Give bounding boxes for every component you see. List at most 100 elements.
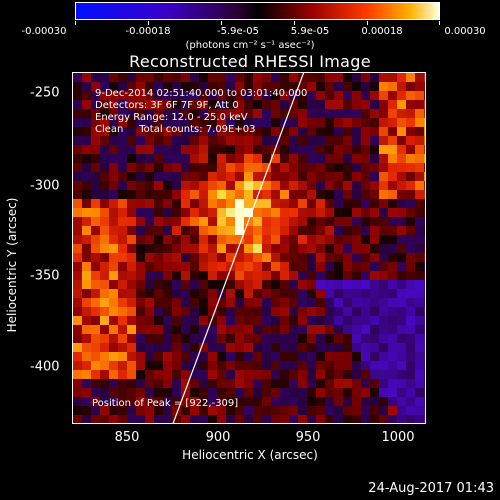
heatmap-cell (145, 415, 154, 423)
heatmap-cell (145, 127, 154, 136)
heatmap-cell (361, 289, 370, 298)
heatmap-cell (109, 397, 118, 406)
heatmap-cell (253, 325, 262, 334)
heatmap-cell (289, 307, 298, 316)
heatmap-cell (73, 262, 82, 271)
heatmap-cell (91, 343, 100, 352)
heatmap-cell (370, 136, 379, 145)
heatmap-cell (280, 136, 289, 145)
heatmap-cell (289, 370, 298, 379)
heatmap-cell (307, 235, 316, 244)
heatmap-cell (82, 334, 91, 343)
heatmap-cell (136, 415, 145, 423)
heatmap-cell (253, 163, 262, 172)
heatmap-cell (244, 100, 253, 109)
heatmap-cell (226, 280, 235, 289)
heatmap-cell (100, 118, 109, 127)
heatmap-cell (208, 163, 217, 172)
heatmap-cell (343, 361, 352, 370)
heatmap-cell (307, 154, 316, 163)
heatmap-cell (352, 235, 361, 244)
heatmap-cell (271, 352, 280, 361)
heatmap-cell (199, 190, 208, 199)
heatmap-cell (127, 154, 136, 163)
heatmap-cell (298, 379, 307, 388)
heatmap-cell (82, 406, 91, 415)
heatmap-cell (73, 172, 82, 181)
colorbar-tick (148, 21, 149, 25)
heatmap-cell (82, 154, 91, 163)
heatmap-cell (298, 388, 307, 397)
heatmap-cell (415, 361, 424, 370)
heatmap-cell (334, 343, 343, 352)
heatmap-cell (217, 298, 226, 307)
heatmap-cell (82, 253, 91, 262)
heatmap-cell (217, 91, 226, 100)
heatmap-cell (100, 325, 109, 334)
heatmap-cell (262, 361, 271, 370)
heatmap-cell (343, 91, 352, 100)
heatmap-cell (190, 271, 199, 280)
heatmap-cell (217, 397, 226, 406)
heatmap-cell (334, 226, 343, 235)
heatmap-cell (388, 163, 397, 172)
heatmap-cell (226, 118, 235, 127)
heatmap-cell (253, 253, 262, 262)
heatmap-cell (406, 253, 415, 262)
heatmap-cell (316, 91, 325, 100)
heatmap-cell (406, 217, 415, 226)
heatmap-cell (73, 343, 82, 352)
heatmap-cell (415, 271, 424, 280)
heatmap-cell (424, 82, 425, 91)
heatmap-cell (244, 181, 253, 190)
heatmap-cell (316, 217, 325, 226)
heatmap-cell (226, 235, 235, 244)
heatmap-cell (91, 82, 100, 91)
heatmap-cell (298, 118, 307, 127)
heatmap-cell (388, 280, 397, 289)
heatmap-cell (334, 325, 343, 334)
heatmap-cell (388, 289, 397, 298)
heatmap-cell (271, 244, 280, 253)
heatmap-cell (397, 154, 406, 163)
heatmap-cell (136, 307, 145, 316)
heatmap-cell (352, 190, 361, 199)
heatmap-cell (415, 181, 424, 190)
heatmap-cell (235, 289, 244, 298)
heatmap-cell (388, 127, 397, 136)
heatmap-cell (82, 163, 91, 172)
heatmap-cell (325, 280, 334, 289)
heatmap-cell (316, 415, 325, 423)
heatmap-cell (154, 208, 163, 217)
heatmap-cell (307, 82, 316, 91)
heatmap-cell (316, 244, 325, 253)
heatmap-cell (82, 361, 91, 370)
heatmap-cell (325, 379, 334, 388)
heatmap-cell (163, 73, 172, 82)
heatmap-cell (316, 271, 325, 280)
heatmap-cell (199, 163, 208, 172)
heatmap-cell (343, 307, 352, 316)
heatmap-cell (163, 307, 172, 316)
heatmap-cell (280, 253, 289, 262)
heatmap-cell (406, 91, 415, 100)
heatmap-cell (145, 262, 154, 271)
heatmap-cell (82, 316, 91, 325)
heatmap-cell (307, 415, 316, 423)
heatmap-cell (82, 397, 91, 406)
heatmap-cell (199, 127, 208, 136)
heatmap-cell (334, 82, 343, 91)
heatmap-cell (217, 145, 226, 154)
heatmap-cell (406, 127, 415, 136)
heatmap-cell (118, 388, 127, 397)
heatmap-cell (415, 82, 424, 91)
heatmap-cell (379, 73, 388, 82)
heatmap-cell (298, 235, 307, 244)
heatmap-cell (136, 154, 145, 163)
heatmap-cell (325, 298, 334, 307)
heatmap-cell (271, 181, 280, 190)
heatmap-cell (352, 397, 361, 406)
heatmap-cell (82, 226, 91, 235)
heatmap-cell (280, 244, 289, 253)
heatmap-cell (154, 172, 163, 181)
